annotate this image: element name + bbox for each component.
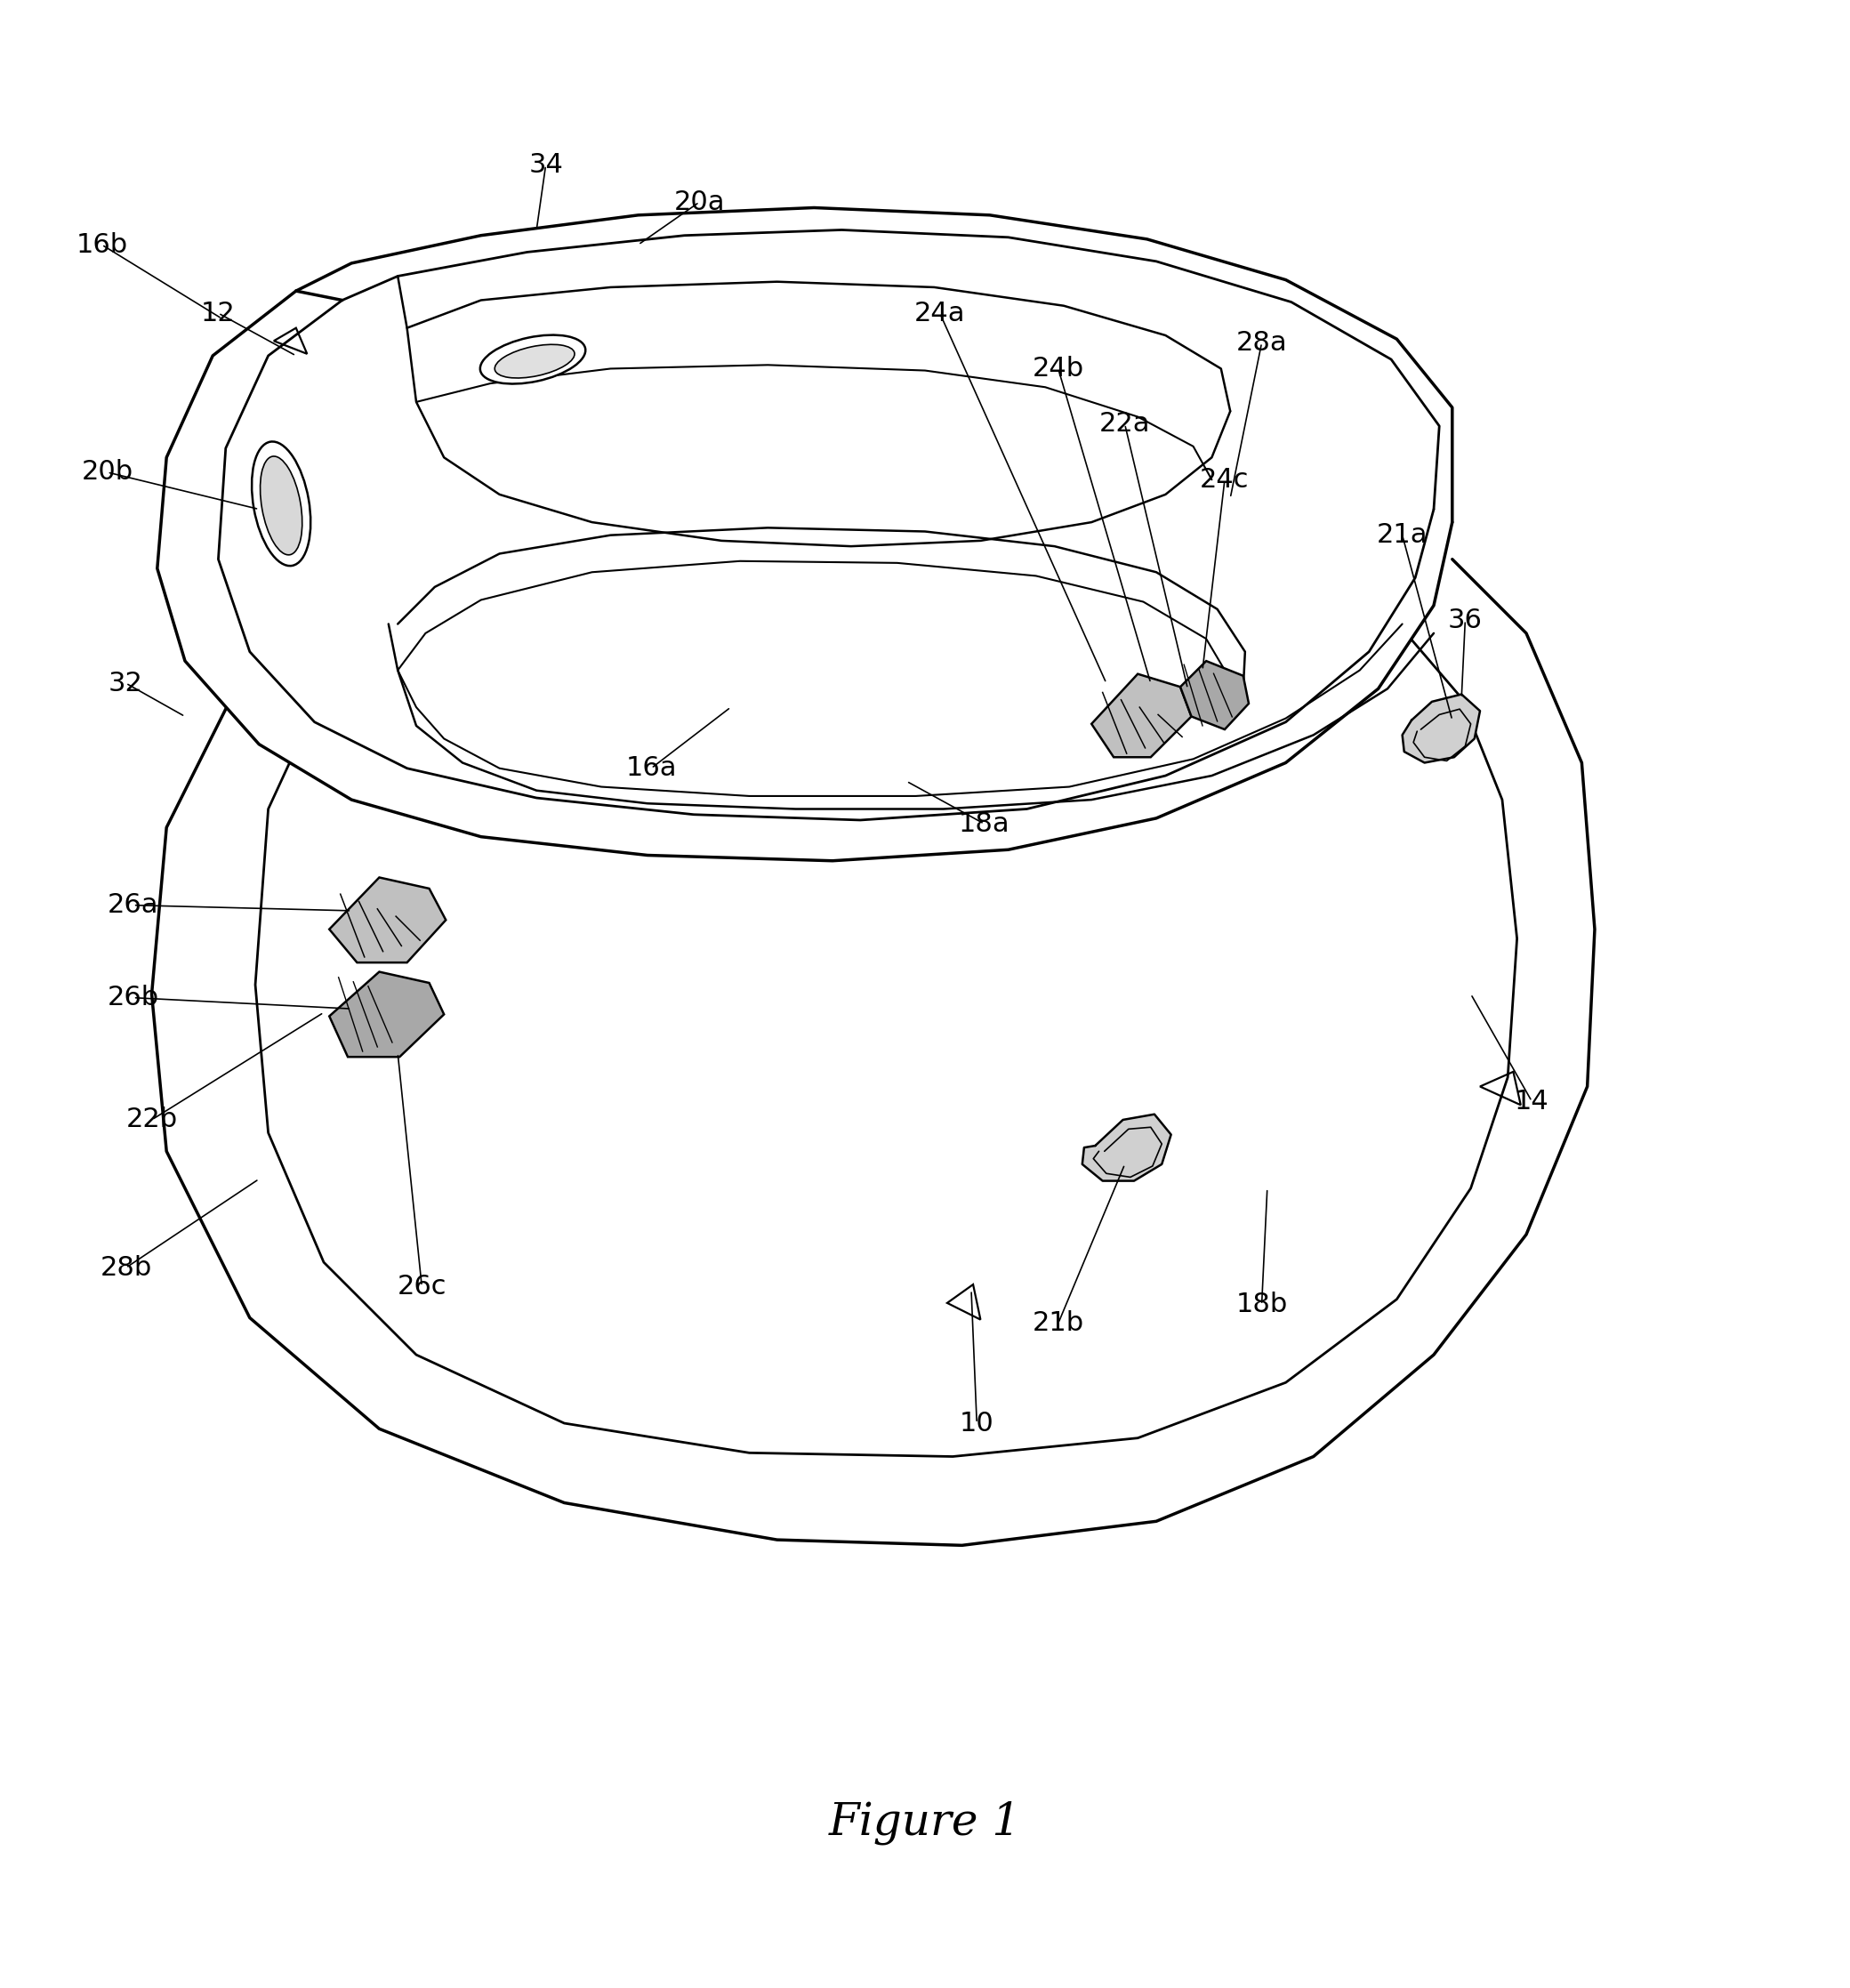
Text: 26a: 26a — [107, 893, 159, 918]
Polygon shape — [329, 877, 446, 962]
Text: 16b: 16b — [76, 233, 128, 258]
Text: 26b: 26b — [107, 984, 159, 1010]
Ellipse shape — [481, 336, 585, 384]
Text: 14: 14 — [1515, 1087, 1548, 1113]
Text: 24c: 24c — [1201, 467, 1249, 493]
Polygon shape — [152, 559, 1595, 1545]
Polygon shape — [1180, 660, 1249, 730]
Text: 12: 12 — [202, 300, 235, 326]
Polygon shape — [329, 972, 444, 1058]
Text: 28a: 28a — [1236, 330, 1288, 356]
Text: Figure 1: Figure 1 — [829, 1801, 1021, 1845]
Text: 32: 32 — [109, 670, 142, 696]
Polygon shape — [1092, 674, 1191, 757]
Text: 24b: 24b — [1032, 356, 1084, 382]
Text: 21a: 21a — [1376, 523, 1428, 549]
Text: 22b: 22b — [126, 1107, 178, 1133]
Polygon shape — [157, 290, 1452, 861]
Text: 22a: 22a — [1099, 412, 1151, 437]
Ellipse shape — [261, 457, 302, 555]
Text: 20a: 20a — [673, 189, 725, 215]
Text: 21b: 21b — [1032, 1310, 1084, 1336]
Ellipse shape — [494, 344, 575, 378]
Text: 16a: 16a — [625, 755, 677, 781]
Text: 20b: 20b — [81, 459, 133, 485]
Polygon shape — [1402, 694, 1480, 763]
Text: 26c: 26c — [398, 1274, 446, 1300]
Text: 18a: 18a — [958, 811, 1010, 837]
Text: 24a: 24a — [914, 300, 966, 326]
Text: 10: 10 — [960, 1409, 993, 1435]
Text: 34: 34 — [529, 153, 562, 179]
Text: 18b: 18b — [1236, 1292, 1288, 1318]
Text: 36: 36 — [1449, 608, 1482, 632]
Ellipse shape — [252, 441, 311, 567]
Polygon shape — [296, 207, 1452, 523]
Polygon shape — [1082, 1113, 1171, 1181]
Text: 28b: 28b — [100, 1254, 152, 1280]
